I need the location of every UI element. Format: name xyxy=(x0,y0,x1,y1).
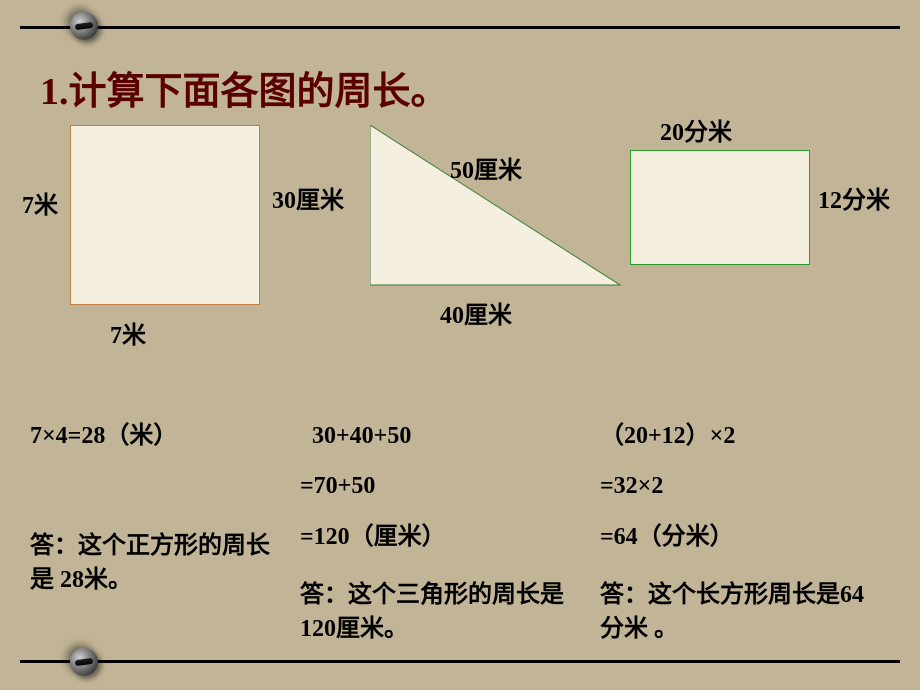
triangle-left-label: 30厘米 xyxy=(272,180,344,215)
solution-triangle: 30+40+50 =70+50 =120（厘米） 答：这个三角形的周长是120厘… xyxy=(300,420,580,646)
square-bottom-label: 7米 xyxy=(110,315,146,350)
square-left-label: 7米 xyxy=(22,185,58,220)
eq-line: =120（厘米） xyxy=(300,521,580,553)
rule-bottom xyxy=(20,660,900,663)
eq-line: 7×4=28（米） xyxy=(30,420,280,452)
rule-top xyxy=(20,26,900,29)
shape-square xyxy=(70,125,260,305)
shape-rectangle xyxy=(630,150,810,265)
page-title: 1.计算下面各图的周长。 xyxy=(40,60,449,115)
solution-rectangle: （20+12）×2 =32×2 =64（分米） 答：这个长方形周长是64分米 。 xyxy=(600,420,880,646)
rect-right-label: 12分米 xyxy=(818,180,890,215)
solutions-grid: 7×4=28（米） 答：这个正方形的周长是 28米。 30+40+50 =70+… xyxy=(30,420,890,646)
triangle-poly xyxy=(370,125,620,285)
eq-line: （20+12）×2 xyxy=(600,420,880,452)
triangle-hyp-label: 50厘米 xyxy=(450,150,522,185)
eq-line: =70+50 xyxy=(300,470,580,502)
rect-top-label: 20分米 xyxy=(660,112,732,147)
solution-square: 7×4=28（米） 答：这个正方形的周长是 28米。 xyxy=(30,420,280,646)
eq-line: =32×2 xyxy=(600,470,880,502)
triangle-bottom-label: 40厘米 xyxy=(440,295,512,330)
answer-text: 答：这个长方形周长是64分米 。 xyxy=(600,579,880,646)
eq-line: 30+40+50 xyxy=(300,420,580,452)
eq-line: =64（分米） xyxy=(600,521,880,553)
rivet-icon xyxy=(70,648,98,676)
rivet-icon xyxy=(70,12,98,40)
answer-text: 答：这个正方形的周长是 28米。 xyxy=(30,530,280,597)
answer-text: 答：这个三角形的周长是120厘米。 xyxy=(300,579,580,646)
